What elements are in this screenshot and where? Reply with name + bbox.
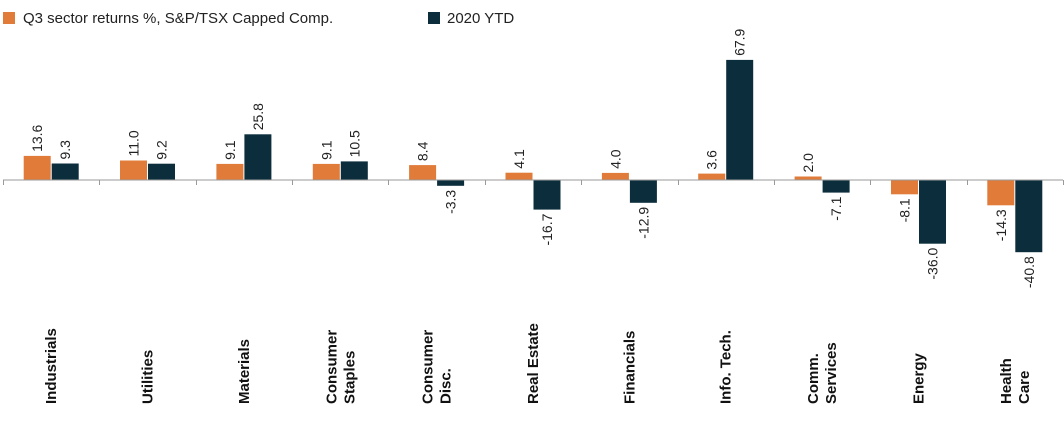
category-label: Industrials	[43, 328, 60, 404]
value-label-ytd: 67.9	[732, 28, 748, 55]
bar-q3	[794, 176, 822, 180]
bar-ytd	[629, 180, 657, 203]
legend-swatch-ytd	[428, 12, 440, 24]
value-label-ytd: 9.2	[154, 140, 170, 160]
bar-ytd	[919, 180, 946, 244]
category-label: Staples	[341, 351, 358, 404]
bar-ytd	[726, 59, 754, 180]
category-label: Utilities	[140, 350, 157, 404]
bar-ytd	[148, 163, 175, 180]
bar-q3	[216, 163, 244, 180]
value-label-ytd: -36.0	[925, 247, 941, 279]
value-label-ytd: -3.3	[443, 190, 459, 214]
value-label-ytd: -40.8	[1021, 256, 1037, 288]
bar-q3	[505, 172, 533, 180]
category-label: Energy	[911, 352, 928, 404]
category-label: Care	[1016, 371, 1033, 404]
category-label: Materials	[236, 339, 253, 404]
value-label-q3: 4.0	[607, 149, 623, 169]
bar-ytd	[244, 134, 272, 180]
bar-q3	[409, 165, 437, 180]
category-label: Info. Tech.	[718, 330, 735, 404]
bar-q3	[891, 180, 918, 195]
bar-q3	[120, 160, 147, 180]
value-label-q3: 3.6	[704, 150, 720, 170]
value-label-ytd: 10.5	[346, 130, 362, 157]
legend-label-ytd: 2020 YTD	[447, 10, 514, 27]
value-label-q3: 8.4	[415, 141, 431, 161]
legend-swatch-q3	[3, 12, 15, 24]
category-label: Financials	[621, 331, 638, 404]
legend-label-q3: Q3 sector returns %, S&P/TSX Capped Comp…	[23, 10, 333, 27]
category-label: Real Estate	[525, 323, 542, 404]
category-label: Disc.	[438, 368, 455, 404]
value-label-q3: -8.1	[897, 198, 913, 222]
bar-ytd	[1015, 180, 1043, 253]
bar-q3	[987, 180, 1015, 206]
value-label-ytd: 9.3	[57, 140, 73, 160]
bar-ytd	[51, 163, 79, 180]
value-label-q3: 2.0	[800, 153, 816, 173]
value-label-ytd: -12.9	[635, 207, 651, 239]
category-label: Health	[998, 358, 1015, 404]
value-label-q3: 4.1	[511, 149, 527, 169]
bar-q3	[23, 155, 51, 180]
bar-q3	[698, 173, 726, 180]
bar-ytd	[340, 161, 368, 180]
category-label: Consumer	[323, 330, 340, 404]
legend: Q3 sector returns %, S&P/TSX Capped Comp…	[3, 10, 514, 27]
category-label: Consumer	[420, 330, 437, 404]
bar-q3	[312, 163, 340, 180]
category-labels: Industrials Utilities Materials Consumer Sta…	[43, 323, 1033, 404]
value-label-ytd: -7.1	[828, 196, 844, 220]
value-label-ytd: -16.7	[539, 213, 555, 245]
value-label-q3: 13.6	[29, 124, 45, 151]
bar-ytd	[437, 180, 465, 186]
value-label-q3: 9.1	[318, 140, 334, 160]
value-label-q3: 9.1	[222, 140, 238, 160]
bar-q3	[601, 172, 629, 180]
value-label-ytd: 25.8	[250, 103, 266, 130]
value-label-q3: 11.0	[126, 130, 142, 156]
bar-ytd	[533, 180, 561, 210]
value-label-q3: -14.3	[993, 209, 1009, 241]
bars	[23, 59, 1043, 253]
bar-ytd	[822, 180, 850, 193]
category-label: Services	[823, 342, 840, 404]
value-labels: 13.6 9.3 11.0 9.2 9.1 25.8 9.1 10.5 8.4 -3.3 4.1 -1…	[29, 28, 1037, 288]
category-label: Comm.	[805, 353, 822, 404]
